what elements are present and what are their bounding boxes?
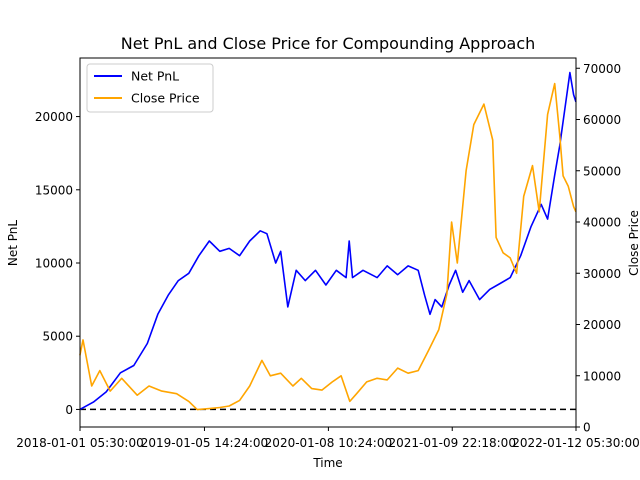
x-axis-label: Time xyxy=(312,456,342,470)
right-y-tick-label: 20000 xyxy=(583,318,621,332)
x-tick-label: 2020-01-08 10:24:00 xyxy=(265,436,392,450)
left-y-axis-label: Net PnL xyxy=(6,220,20,267)
left-y-axis: 0 5000 10000 15000 20000 xyxy=(35,110,80,417)
legend: Net PnL Close Price xyxy=(86,63,214,113)
left-y-tick-label: 10000 xyxy=(35,257,73,271)
legend-label-net-pnl: Net PnL xyxy=(131,69,179,84)
left-y-tick-label: 5000 xyxy=(42,330,73,344)
right-y-tick-label: 60000 xyxy=(583,113,621,127)
left-y-tick-label: 0 xyxy=(65,403,73,417)
series-line-close-price xyxy=(79,82,577,411)
plot-area xyxy=(79,57,577,428)
right-y-tick-label: 70000 xyxy=(583,62,621,76)
chart-title: Net PnL and Close Price for Compounding … xyxy=(121,34,536,53)
legend-label-close-price: Close Price xyxy=(131,91,200,106)
right-y-tick-label: 40000 xyxy=(583,216,621,230)
right-y-axis-label: Close Price xyxy=(627,210,640,276)
x-tick-label: 2022-01-12 05:30:00 xyxy=(512,436,639,450)
plot-frame xyxy=(79,57,577,428)
x-tick-label: 2018-01-01 05:30:00 xyxy=(16,436,143,450)
x-tick-label: 2019-01-05 14:24:00 xyxy=(141,436,268,450)
left-y-tick-label: 15000 xyxy=(35,183,73,197)
right-y-tick-label: 30000 xyxy=(583,267,621,281)
right-y-axis: 0 10000 20000 30000 40000 50000 60000 70000 xyxy=(576,62,621,435)
series-layer xyxy=(79,71,577,411)
left-y-tick-label: 20000 xyxy=(35,110,73,124)
right-y-tick-label: 10000 xyxy=(583,369,621,383)
right-y-tick-label: 0 xyxy=(583,421,591,435)
x-tick-label: 2021-01-09 22:18:00 xyxy=(389,436,516,450)
series-line-net-pnl xyxy=(79,71,577,411)
right-y-tick-label: 50000 xyxy=(583,164,621,178)
